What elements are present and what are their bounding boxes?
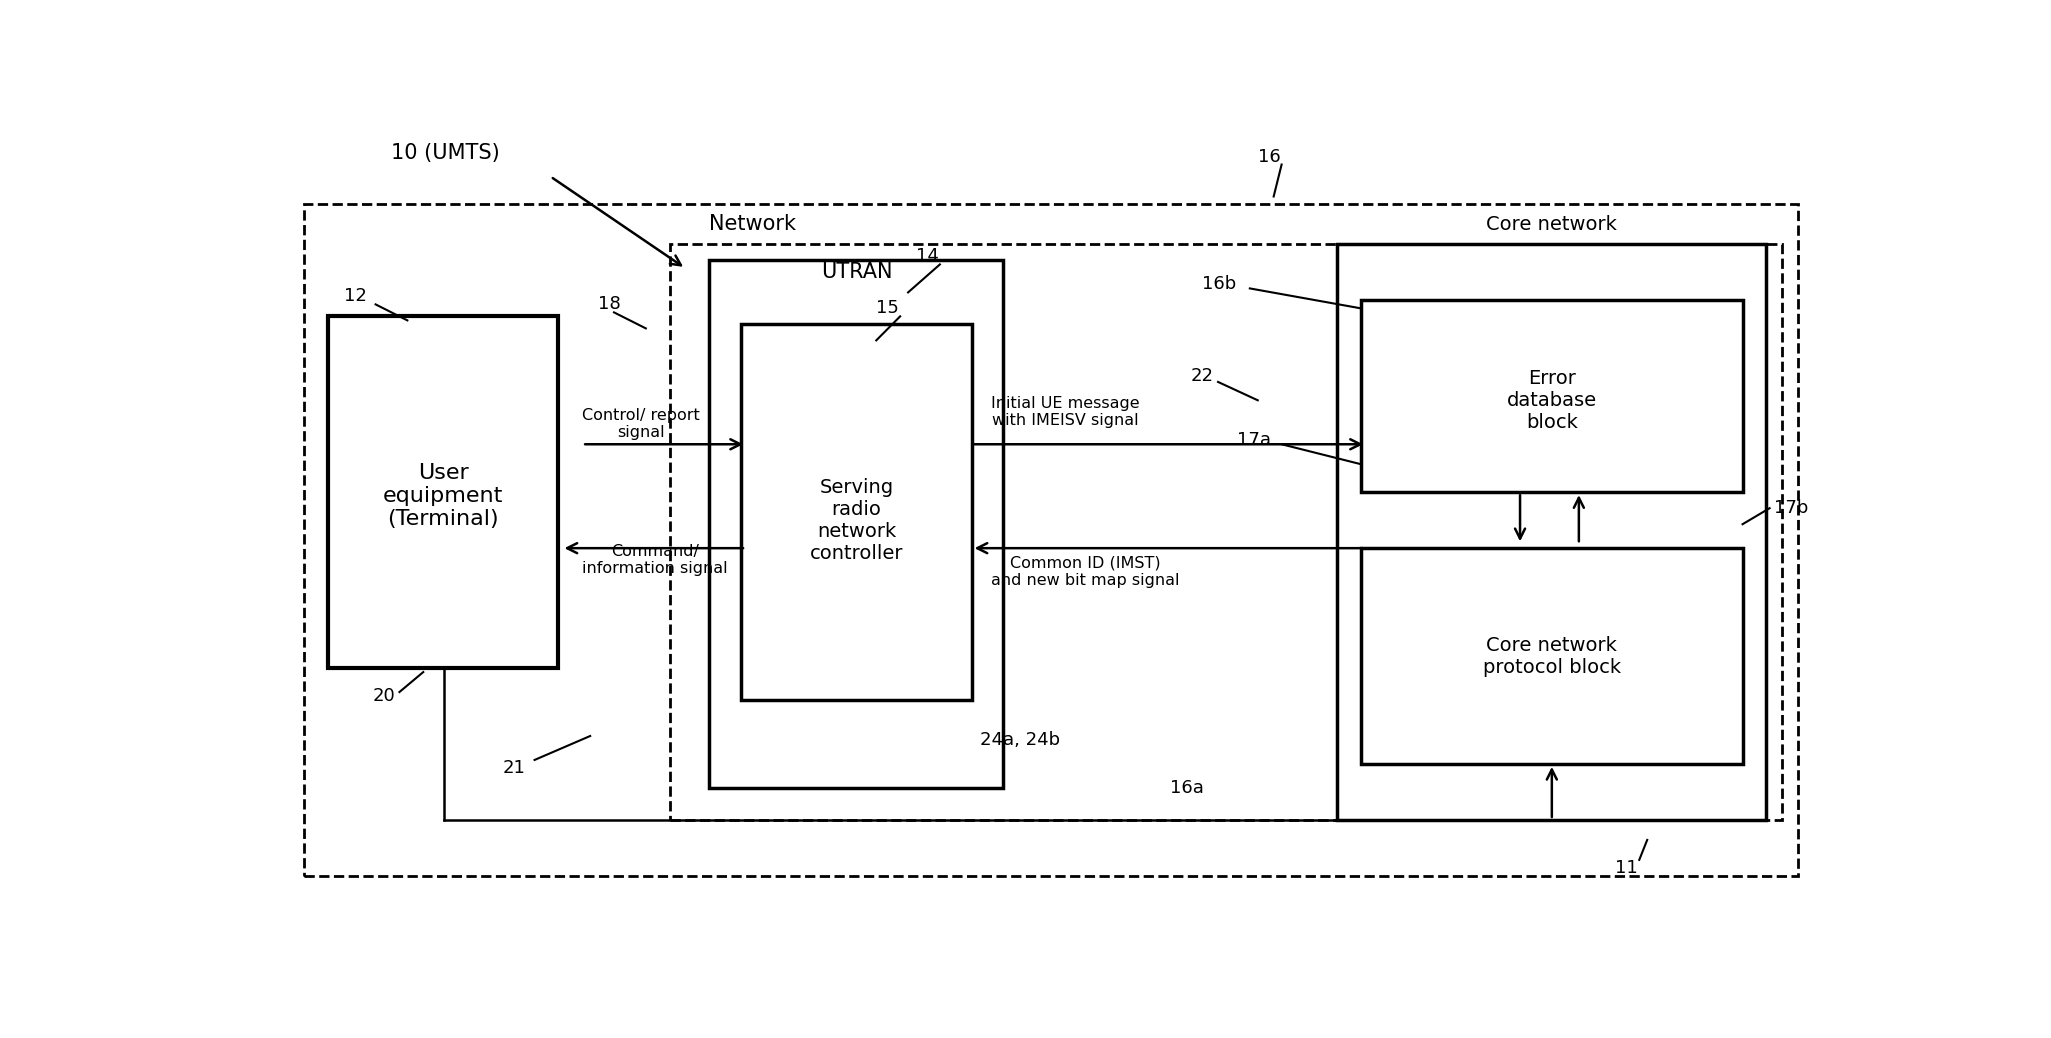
Text: Error
database
block: Error database block xyxy=(1507,368,1598,432)
Text: Command/
information signal: Command/ information signal xyxy=(582,544,728,576)
Text: UTRAN: UTRAN xyxy=(820,263,892,282)
Text: 16a: 16a xyxy=(1171,778,1204,797)
Bar xyxy=(1362,300,1743,492)
Text: Core network: Core network xyxy=(1487,215,1618,234)
Text: 14: 14 xyxy=(917,247,939,266)
Bar xyxy=(710,261,1003,788)
Bar xyxy=(304,204,1799,876)
Text: Core network
protocol block: Core network protocol block xyxy=(1483,635,1620,677)
Text: 24a, 24b: 24a, 24b xyxy=(980,731,1060,749)
Bar xyxy=(328,317,558,668)
Text: 18: 18 xyxy=(599,296,621,313)
Text: 10 (UMTS): 10 (UMTS) xyxy=(392,142,500,163)
Bar xyxy=(1337,244,1766,820)
Text: Common ID (IMST)
and new bit map signal: Common ID (IMST) and new bit map signal xyxy=(991,556,1179,589)
Text: User
equipment
(Terminal): User equipment (Terminal) xyxy=(384,463,502,529)
Text: 11: 11 xyxy=(1616,858,1639,877)
Text: 20: 20 xyxy=(373,687,396,705)
Text: 17b: 17b xyxy=(1774,499,1809,517)
Text: Serving
radio
network
controller: Serving radio network controller xyxy=(810,477,902,563)
Text: 15: 15 xyxy=(876,299,898,318)
Text: 22: 22 xyxy=(1192,367,1214,385)
Text: Network: Network xyxy=(710,215,796,235)
Text: Control/ report
signal: Control/ report signal xyxy=(582,408,699,440)
Text: 21: 21 xyxy=(502,759,525,777)
Text: 16: 16 xyxy=(1257,147,1280,165)
Bar xyxy=(1362,548,1743,764)
Bar xyxy=(669,244,1782,820)
Text: 17a: 17a xyxy=(1237,431,1272,449)
Bar xyxy=(740,324,972,700)
Text: 16b: 16b xyxy=(1202,275,1237,294)
Text: 12: 12 xyxy=(345,288,367,305)
Text: Initial UE message
with IMEISV signal: Initial UE message with IMEISV signal xyxy=(991,397,1140,429)
